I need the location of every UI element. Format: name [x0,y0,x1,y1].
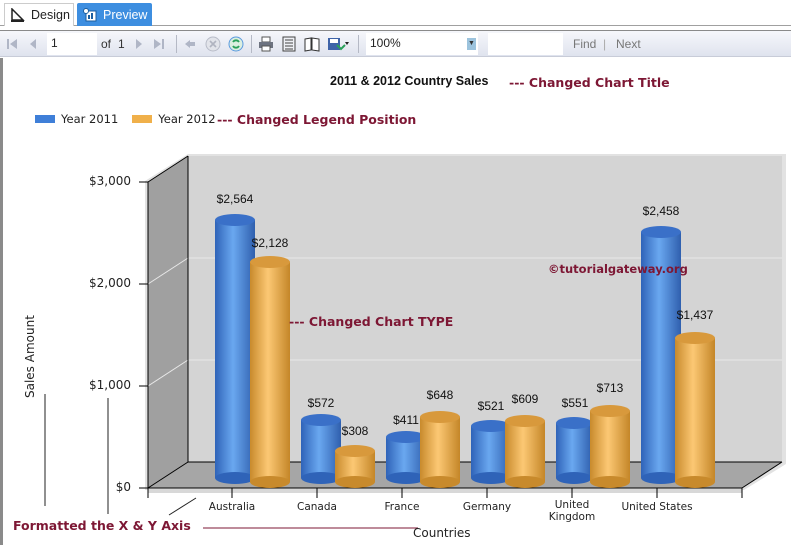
page-number-value: 1 [51,36,58,50]
value-label-australia-2011: $2,564 [216,192,254,206]
value-label-us-2011: $2,458 [642,204,680,218]
first-page-icon[interactable] [6,36,18,52]
report-toolbar: 1 of 1 100% ▼ Find | Next [0,30,791,57]
y-axis-title: Sales Amount [23,315,37,398]
x-tick-germany: Germany [462,501,512,513]
chart-legend: Year 2011 Year 2012 [35,112,230,126]
back-icon[interactable] [184,36,196,52]
find-input[interactable] [488,33,563,55]
value-label-us-2012: $1,437 [676,308,714,322]
value-label-germany-2011: $521 [477,399,505,413]
legend-swatch-2012 [132,115,153,123]
next-button[interactable]: Next [616,37,641,51]
bar-germany-2012[interactable] [505,415,545,488]
chevron-down-icon[interactable]: ▼ [467,38,476,50]
bar-france-2012[interactable] [420,411,460,488]
value-label-canada-2011: $572 [307,396,335,410]
page-number-input[interactable]: 1 [47,33,97,55]
page-setup-icon[interactable] [304,36,320,52]
chart-area: 2011 & 2012 Country Sales --- Changed Ch… [0,58,791,545]
toolbar-separator [176,35,177,53]
x-tick-france: France [384,501,420,513]
annotation-chart-type: --- Changed Chart TYPE [289,314,454,329]
plot-frame [44,154,786,529]
print-icon[interactable] [258,36,274,52]
x-axis-title: Countries [413,526,471,540]
bar-us-2012[interactable] [675,332,715,488]
y-tick-3000: $3,000 [89,174,131,188]
bar-uk-2011[interactable] [556,417,592,484]
bar-us-2011[interactable] [641,226,681,484]
refresh-icon[interactable] [228,36,244,52]
bar-australia-2011[interactable] [215,214,255,484]
preview-icon [83,7,97,22]
legend-item-2011: Year 2011 [35,112,118,126]
bar-uk-2012[interactable] [590,405,630,488]
watermark: ©tutorialgateway.org [548,262,688,276]
bar-canada-2012[interactable] [335,445,375,488]
x-tick-australia: Australia [208,501,256,513]
annotation-axes: Formatted the X & Y Axis [13,518,191,533]
annotation-legend: --- Changed Legend Position [217,112,417,127]
value-label-uk-2012: $713 [596,381,624,395]
legend-label-2012: Year 2012 [158,112,216,126]
find-button[interactable]: Find [573,37,597,51]
zoom-value: 100% [370,36,401,50]
previous-page-icon[interactable] [28,36,38,52]
x-tick-united-kingdom: United Kingdom [548,499,596,523]
export-icon[interactable] [327,36,349,52]
bar-france-2011[interactable] [386,431,426,484]
chart-title: 2011 & 2012 Country Sales [330,74,489,88]
value-label-france-2011: $411 [393,413,419,427]
tab-design-label: Design [31,8,70,22]
page-of-label: of [101,37,112,51]
value-label-australia-2012: $2,128 [251,236,289,250]
value-label-germany-2012: $609 [511,392,539,406]
legend-swatch-2011 [35,115,55,123]
print-layout-icon[interactable] [282,36,296,52]
value-label-france-2012: $648 [426,388,454,402]
stop-icon[interactable] [205,36,221,52]
value-label-uk-2011: $551 [561,396,589,410]
find-separator: | [603,37,607,51]
bar-australia-2012[interactable] [250,256,290,488]
y-tick-0: $0 [115,480,131,494]
legend-label-2011: Year 2011 [61,112,119,126]
design-icon [11,7,25,22]
bar-germany-2011[interactable] [471,420,511,484]
x-tick-canada: Canada [297,501,337,513]
y-tick-2000: $2,000 [89,276,131,290]
toolbar-separator [251,35,252,53]
zoom-select[interactable]: 100% ▼ [366,33,478,55]
bar-canada-2011[interactable] [301,414,341,484]
legend-item-2012: Year 2012 [132,112,216,126]
tab-design[interactable]: Design [4,3,74,26]
tab-preview-label: Preview [103,7,148,22]
view-tabs: Design Preview [0,0,791,26]
x-tick-united-states: United States [621,501,693,513]
value-label-canada-2012: $308 [341,424,369,438]
annotation-chart-title: --- Changed Chart Title [509,75,670,90]
y-tick-1000: $1,000 [89,378,131,392]
page-total: 1 [118,37,125,51]
next-page-icon[interactable] [134,36,144,52]
last-page-icon[interactable] [153,36,165,52]
toolbar-separator [358,35,359,53]
tab-preview[interactable]: Preview [77,3,152,26]
